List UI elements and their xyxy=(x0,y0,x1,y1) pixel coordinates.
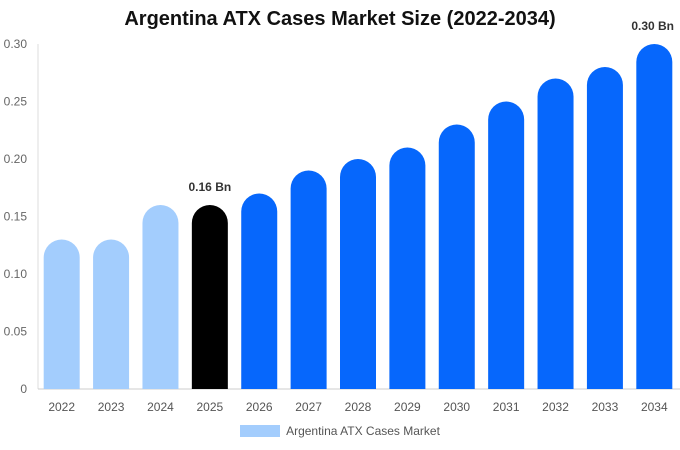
bar-2034[interactable] xyxy=(636,44,673,389)
annotations-group: 0.16 Bn 0.30 Bn xyxy=(189,19,674,194)
bar-2031[interactable] xyxy=(488,101,525,389)
chart-title: Argentina ATX Cases Market Size (2022-20… xyxy=(124,8,556,30)
y-tick-label: 0.05 xyxy=(4,325,28,339)
y-tick-label: 0.20 xyxy=(4,152,28,166)
bar-2026[interactable] xyxy=(241,193,278,390)
bar-2028[interactable] xyxy=(340,159,376,389)
bar-2024[interactable] xyxy=(142,205,179,389)
y-tick-label: 0.30 xyxy=(4,37,28,51)
bar-2029[interactable] xyxy=(389,147,426,390)
x-tick-label: 2022 xyxy=(48,400,75,414)
x-tick-label: 2029 xyxy=(394,400,421,414)
x-tick-label: 2027 xyxy=(295,400,322,414)
bar-2032[interactable] xyxy=(537,78,574,390)
bar-2033[interactable] xyxy=(586,67,623,389)
x-axis: 2022 2023 2024 2025 2026 2027 2028 2029 2030 2031… xyxy=(38,388,680,414)
legend[interactable]: Argentina ATX Cases Market xyxy=(0,424,680,438)
x-tick-label: 2031 xyxy=(493,400,520,414)
bars-group xyxy=(43,44,673,390)
data-label-2025: 0.16 Bn xyxy=(189,180,232,194)
x-tick-label: 2033 xyxy=(592,400,619,414)
x-tick-label: 2032 xyxy=(542,400,569,414)
x-tick-label: 2030 xyxy=(443,400,470,414)
x-tick-label: 2034 xyxy=(641,400,668,414)
legend-label: Argentina ATX Cases Market xyxy=(286,424,440,438)
y-tick-label: 0 xyxy=(20,382,27,396)
x-tick-label: 2024 xyxy=(147,400,174,414)
y-tick-label: 0.25 xyxy=(4,95,28,109)
legend-swatch xyxy=(240,425,281,437)
bar-2027[interactable] xyxy=(290,170,327,390)
y-axis: 0 0.05 0.10 0.15 0.20 0.25 0.30 xyxy=(4,37,39,396)
y-tick-label: 0.10 xyxy=(4,267,28,281)
x-tick-label: 2025 xyxy=(196,400,223,414)
bar-2030[interactable] xyxy=(438,124,475,390)
x-tick-label: 2028 xyxy=(345,400,372,414)
bar-2022[interactable] xyxy=(43,239,80,390)
x-tick-label: 2023 xyxy=(98,400,125,414)
data-label-2034: 0.30 Bn xyxy=(631,19,674,33)
x-tick-label: 2026 xyxy=(246,400,273,414)
bar-2025[interactable] xyxy=(191,205,228,389)
bar-2023[interactable] xyxy=(93,239,130,390)
y-tick-label: 0.15 xyxy=(4,210,28,224)
